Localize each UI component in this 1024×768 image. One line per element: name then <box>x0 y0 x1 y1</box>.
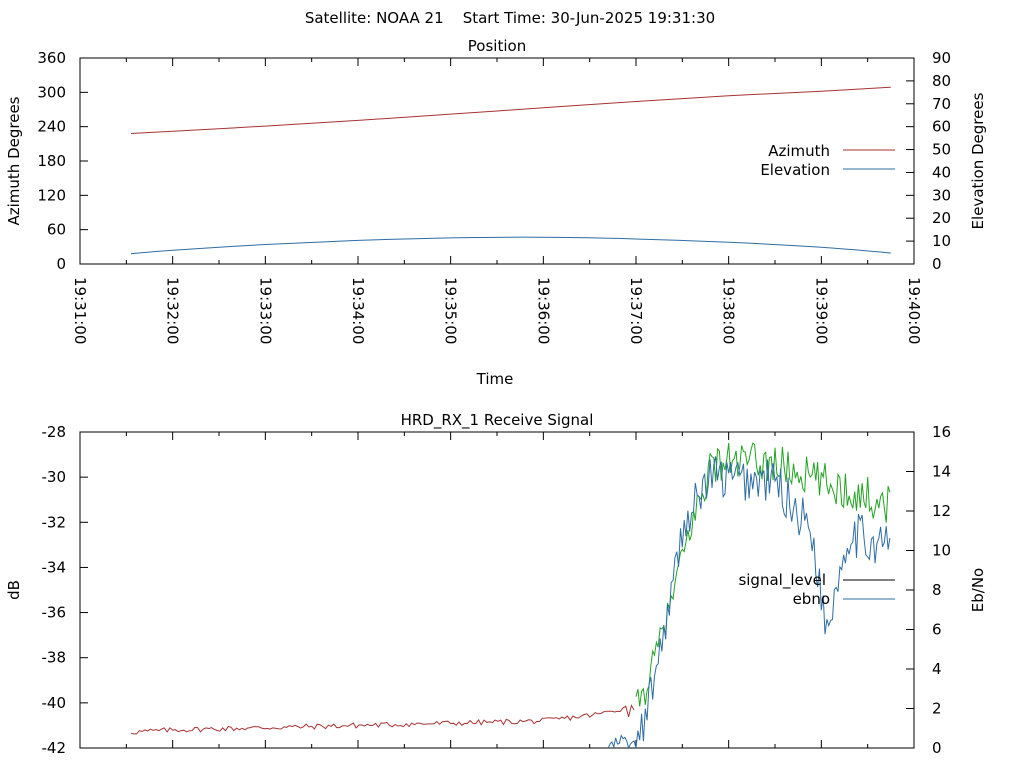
time-tick-label: 19:33:00 <box>256 277 274 344</box>
ebno-tick-label: 0 <box>932 739 942 757</box>
db-tick-label: -42 <box>42 739 67 757</box>
ebno-ticks: 0 2 4 6 8 10 12 14 16 <box>906 423 951 757</box>
elevation-tick-label: 80 <box>932 72 951 90</box>
time-tick-label: 19:32:00 <box>164 277 182 344</box>
db-tick-label: -40 <box>42 694 67 712</box>
time-axis-label: Time <box>476 370 514 388</box>
ebno-tick-label: 6 <box>932 621 942 639</box>
azimuth-tick-label: 360 <box>37 49 66 67</box>
azimuth-tick-label: 0 <box>56 255 66 273</box>
header-title: Satellite: NOAA 21 Start Time: 30-Jun-20… <box>305 9 715 27</box>
ebno-tick-label: 2 <box>932 700 942 718</box>
position-chart-title: Position <box>468 37 526 55</box>
ebno-tick-label: 16 <box>932 423 951 441</box>
elevation-line <box>130 236 891 255</box>
elevation-tick-label: 50 <box>932 141 951 159</box>
receive-signal-chart: HRD_RX_1 Receive Signal dB Eb/No -42-40-… <box>5 411 987 757</box>
azimuth-tick-label: 60 <box>47 221 66 239</box>
elevation-tick-label: 90 <box>932 49 951 67</box>
db-tick-label: -34 <box>42 558 67 576</box>
elevation-tick-label: 40 <box>932 163 951 181</box>
signal-plot-frame <box>79 431 915 749</box>
azimuth-tick-label: 300 <box>37 83 66 101</box>
receive-signal-chart-title: HRD_RX_1 Receive Signal <box>401 411 594 430</box>
ebno-tick-label: 4 <box>932 660 942 678</box>
elevation-tick-label: 0 <box>932 255 942 273</box>
elevation-tick-label: 10 <box>932 232 951 250</box>
ebno-tick-label: 12 <box>932 502 951 520</box>
elevation-tick-label: 60 <box>932 118 951 136</box>
legend-elevation-label: Elevation <box>760 161 830 179</box>
position-series <box>130 86 891 255</box>
ebno-tick-label: 8 <box>932 581 942 599</box>
db-ticks: -42 -40 -38 -36 -34 -32 -30 -28 <box>42 423 88 757</box>
ebno-tick-label: 14 <box>932 463 951 481</box>
azimuth-tick-label: 120 <box>37 186 66 204</box>
position-chart: Position Azimuth Degrees Elevation Degre… <box>5 37 987 388</box>
ebno-axis-label: Eb/No <box>969 568 987 612</box>
time-tick-label: 19:39:00 <box>812 277 830 344</box>
azimuth-tick-label: 180 <box>37 152 66 170</box>
signal-legend: signal_level ebno <box>738 571 895 608</box>
db-tick-label: -30 <box>42 468 67 486</box>
time-tick-label: 19:38:00 <box>720 277 738 344</box>
legend-azimuth-label: Azimuth <box>768 142 830 160</box>
time-ticks: 19:31:00 19:32:00 19:33:00 19:34:00 19:35:00… <box>71 58 923 344</box>
time-tick-label: 19:40:00 <box>905 277 923 344</box>
time-tick-label: 19:34:00 <box>349 277 367 344</box>
ebno-line <box>607 456 891 750</box>
time-tick-label: 19:35:00 <box>442 277 460 344</box>
time-tick-label: 19:36:00 <box>534 277 552 344</box>
signal-series <box>130 442 891 750</box>
elevation-axis-label: Elevation Degrees <box>969 92 987 229</box>
ebno-tick-label: 10 <box>932 542 951 560</box>
db-tick-label: -32 <box>42 513 67 531</box>
azimuth-axis-label: Azimuth Degrees <box>5 96 23 225</box>
time-tick-label: 19:37:00 <box>627 277 645 344</box>
signal-level-low-line <box>130 704 635 735</box>
db-tick-label: -38 <box>42 649 67 667</box>
elevation-tick-label: 30 <box>932 186 951 204</box>
elevation-tick-label: 70 <box>932 95 951 113</box>
db-tick-label: -28 <box>42 423 67 441</box>
elevation-ticks: 0 10 20 30 40 50 60 70 80 90 <box>906 49 951 273</box>
elevation-tick-label: 20 <box>932 209 951 227</box>
azimuth-line <box>130 86 891 134</box>
legend-signal-level-label: signal_level <box>738 571 826 590</box>
position-legend: Azimuth Elevation <box>760 142 895 179</box>
db-tick-label: -36 <box>42 604 67 622</box>
db-axis-label: dB <box>5 580 23 600</box>
azimuth-tick-label: 240 <box>37 118 66 136</box>
legend-ebno-label: ebno <box>793 590 830 608</box>
time-tick-label: 19:31:00 <box>71 277 89 344</box>
signal-time-ticks <box>79 432 915 748</box>
azimuth-ticks: 0 60 120 180 240 300 360 <box>37 49 88 273</box>
